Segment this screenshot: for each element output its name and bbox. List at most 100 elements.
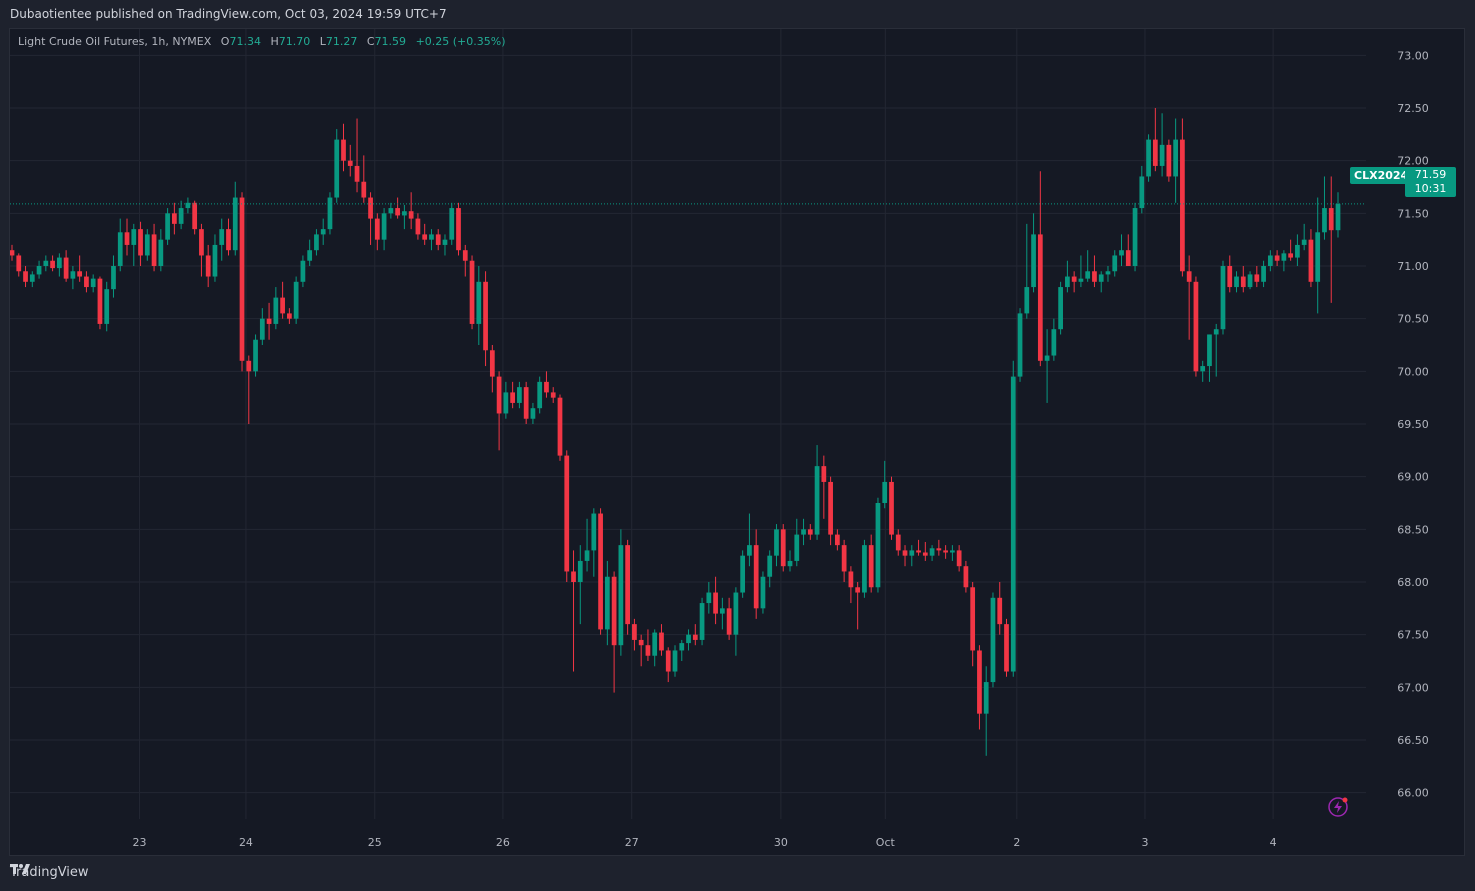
candle-body — [320, 229, 326, 235]
candle-body — [564, 455, 570, 572]
candle-body — [1267, 255, 1273, 266]
candle-body — [855, 587, 861, 593]
candle-body — [625, 545, 631, 625]
candle-body — [679, 643, 685, 651]
candle-body — [226, 229, 231, 251]
candle-body — [787, 560, 793, 567]
candle-body — [807, 529, 813, 535]
candle-body — [1044, 355, 1050, 361]
candlestick-chart[interactable]: 73.00 72.50 72.00 71.50 71.00 70.50 70.00 69.50… — [10, 29, 1465, 856]
candle-body — [1051, 329, 1057, 356]
candle-body — [1159, 144, 1165, 166]
candle-body — [1315, 232, 1321, 282]
candle-body — [232, 197, 238, 251]
candle-body — [77, 271, 83, 277]
candle-body — [408, 211, 414, 219]
candle-body — [1112, 255, 1118, 272]
candle-body — [699, 603, 705, 640]
candle-body — [1193, 281, 1199, 372]
candle-body — [713, 592, 718, 614]
candle-body — [1261, 266, 1266, 282]
candle-body — [537, 381, 543, 409]
y-tick-label: 72.50 — [1397, 102, 1429, 115]
candle-body — [943, 550, 948, 553]
candle-body — [530, 408, 536, 419]
tradingview-logo-icon[interactable] — [10, 862, 30, 876]
candle-body — [111, 266, 116, 290]
candle-body — [1098, 274, 1104, 282]
candle-body — [97, 278, 103, 324]
x-tick-label: 26 — [496, 836, 510, 849]
candle-body — [1058, 287, 1063, 330]
x-tick-label: Oct — [876, 836, 896, 849]
y-tick-label: 70.50 — [1397, 313, 1429, 326]
candle-body — [740, 555, 746, 593]
candle-body — [1254, 274, 1260, 282]
candle-body — [1139, 176, 1145, 209]
x-tick-label: 30 — [774, 836, 788, 849]
y-tick-label: 67.00 — [1397, 681, 1429, 694]
y-tick-label: 68.50 — [1397, 523, 1429, 536]
candle-body — [970, 587, 976, 651]
candle-body — [665, 650, 671, 672]
candle-body — [618, 545, 624, 646]
candle-body — [577, 560, 583, 582]
legend-change-value: +0.25 (+0.35%) — [415, 35, 506, 48]
candle-body — [977, 650, 982, 714]
candle-body — [510, 392, 516, 403]
candle-body — [84, 276, 89, 288]
chart-pane[interactable]: 73.00 72.50 72.00 71.50 71.00 70.50 70.00 69.50… — [9, 28, 1465, 856]
candle-body — [821, 466, 827, 482]
candle-body — [402, 211, 407, 216]
candle-body — [429, 234, 434, 240]
candle-body — [334, 139, 340, 198]
candle-body — [124, 232, 130, 245]
candle-body — [239, 197, 245, 361]
candle-body — [1220, 266, 1226, 330]
x-tick-label: 3 — [1141, 836, 1148, 849]
candle-body — [165, 213, 170, 240]
candle-body — [889, 481, 894, 535]
y-tick-label: 71.50 — [1397, 207, 1429, 220]
candle-body — [449, 208, 455, 240]
candle-body — [557, 397, 563, 456]
y-tick-label: 71.00 — [1397, 260, 1429, 273]
candle-body — [1301, 239, 1307, 245]
candle-body — [1227, 266, 1233, 288]
candle-body — [273, 297, 279, 324]
candle-body — [185, 202, 191, 209]
candle-body — [456, 208, 461, 251]
symbol-legend: Light Crude Oil Futures, 1h, NYMEX O71.3… — [18, 35, 506, 48]
candle-body — [435, 234, 441, 245]
candle-body — [104, 289, 110, 324]
candle-body — [1037, 234, 1043, 361]
x-tick-label: 24 — [239, 836, 253, 849]
candle-body — [1308, 239, 1314, 282]
candle-body — [117, 232, 123, 266]
candle-body — [70, 271, 76, 279]
lightning-alert-icon[interactable] — [1328, 797, 1348, 817]
brand-name[interactable]: TradingView — [10, 865, 89, 880]
candle-body — [1085, 271, 1091, 279]
candle-body — [1322, 208, 1327, 233]
candle-body — [1207, 334, 1212, 367]
candle-body — [151, 234, 157, 266]
candle-body — [604, 576, 610, 630]
last-price-value: 71.59 — [1414, 168, 1447, 181]
candle-body — [219, 229, 225, 245]
candle-body — [469, 260, 475, 324]
legend-symbol[interactable]: Light Crude Oil Futures, 1h, NYMEX — [18, 35, 212, 48]
candle-body — [922, 552, 928, 556]
y-tick-label: 69.50 — [1397, 418, 1429, 431]
candle-body — [963, 566, 969, 588]
candle-body — [259, 318, 265, 340]
legend-open-label: O — [220, 35, 230, 48]
candle-body — [1247, 274, 1253, 288]
candle-body — [834, 534, 840, 546]
candle-body — [253, 339, 258, 372]
candle-body — [422, 234, 428, 240]
candle-body — [1166, 144, 1172, 177]
x-tick-label: 23 — [132, 836, 146, 849]
candle-body — [1234, 276, 1239, 288]
candle-body — [10, 250, 15, 256]
